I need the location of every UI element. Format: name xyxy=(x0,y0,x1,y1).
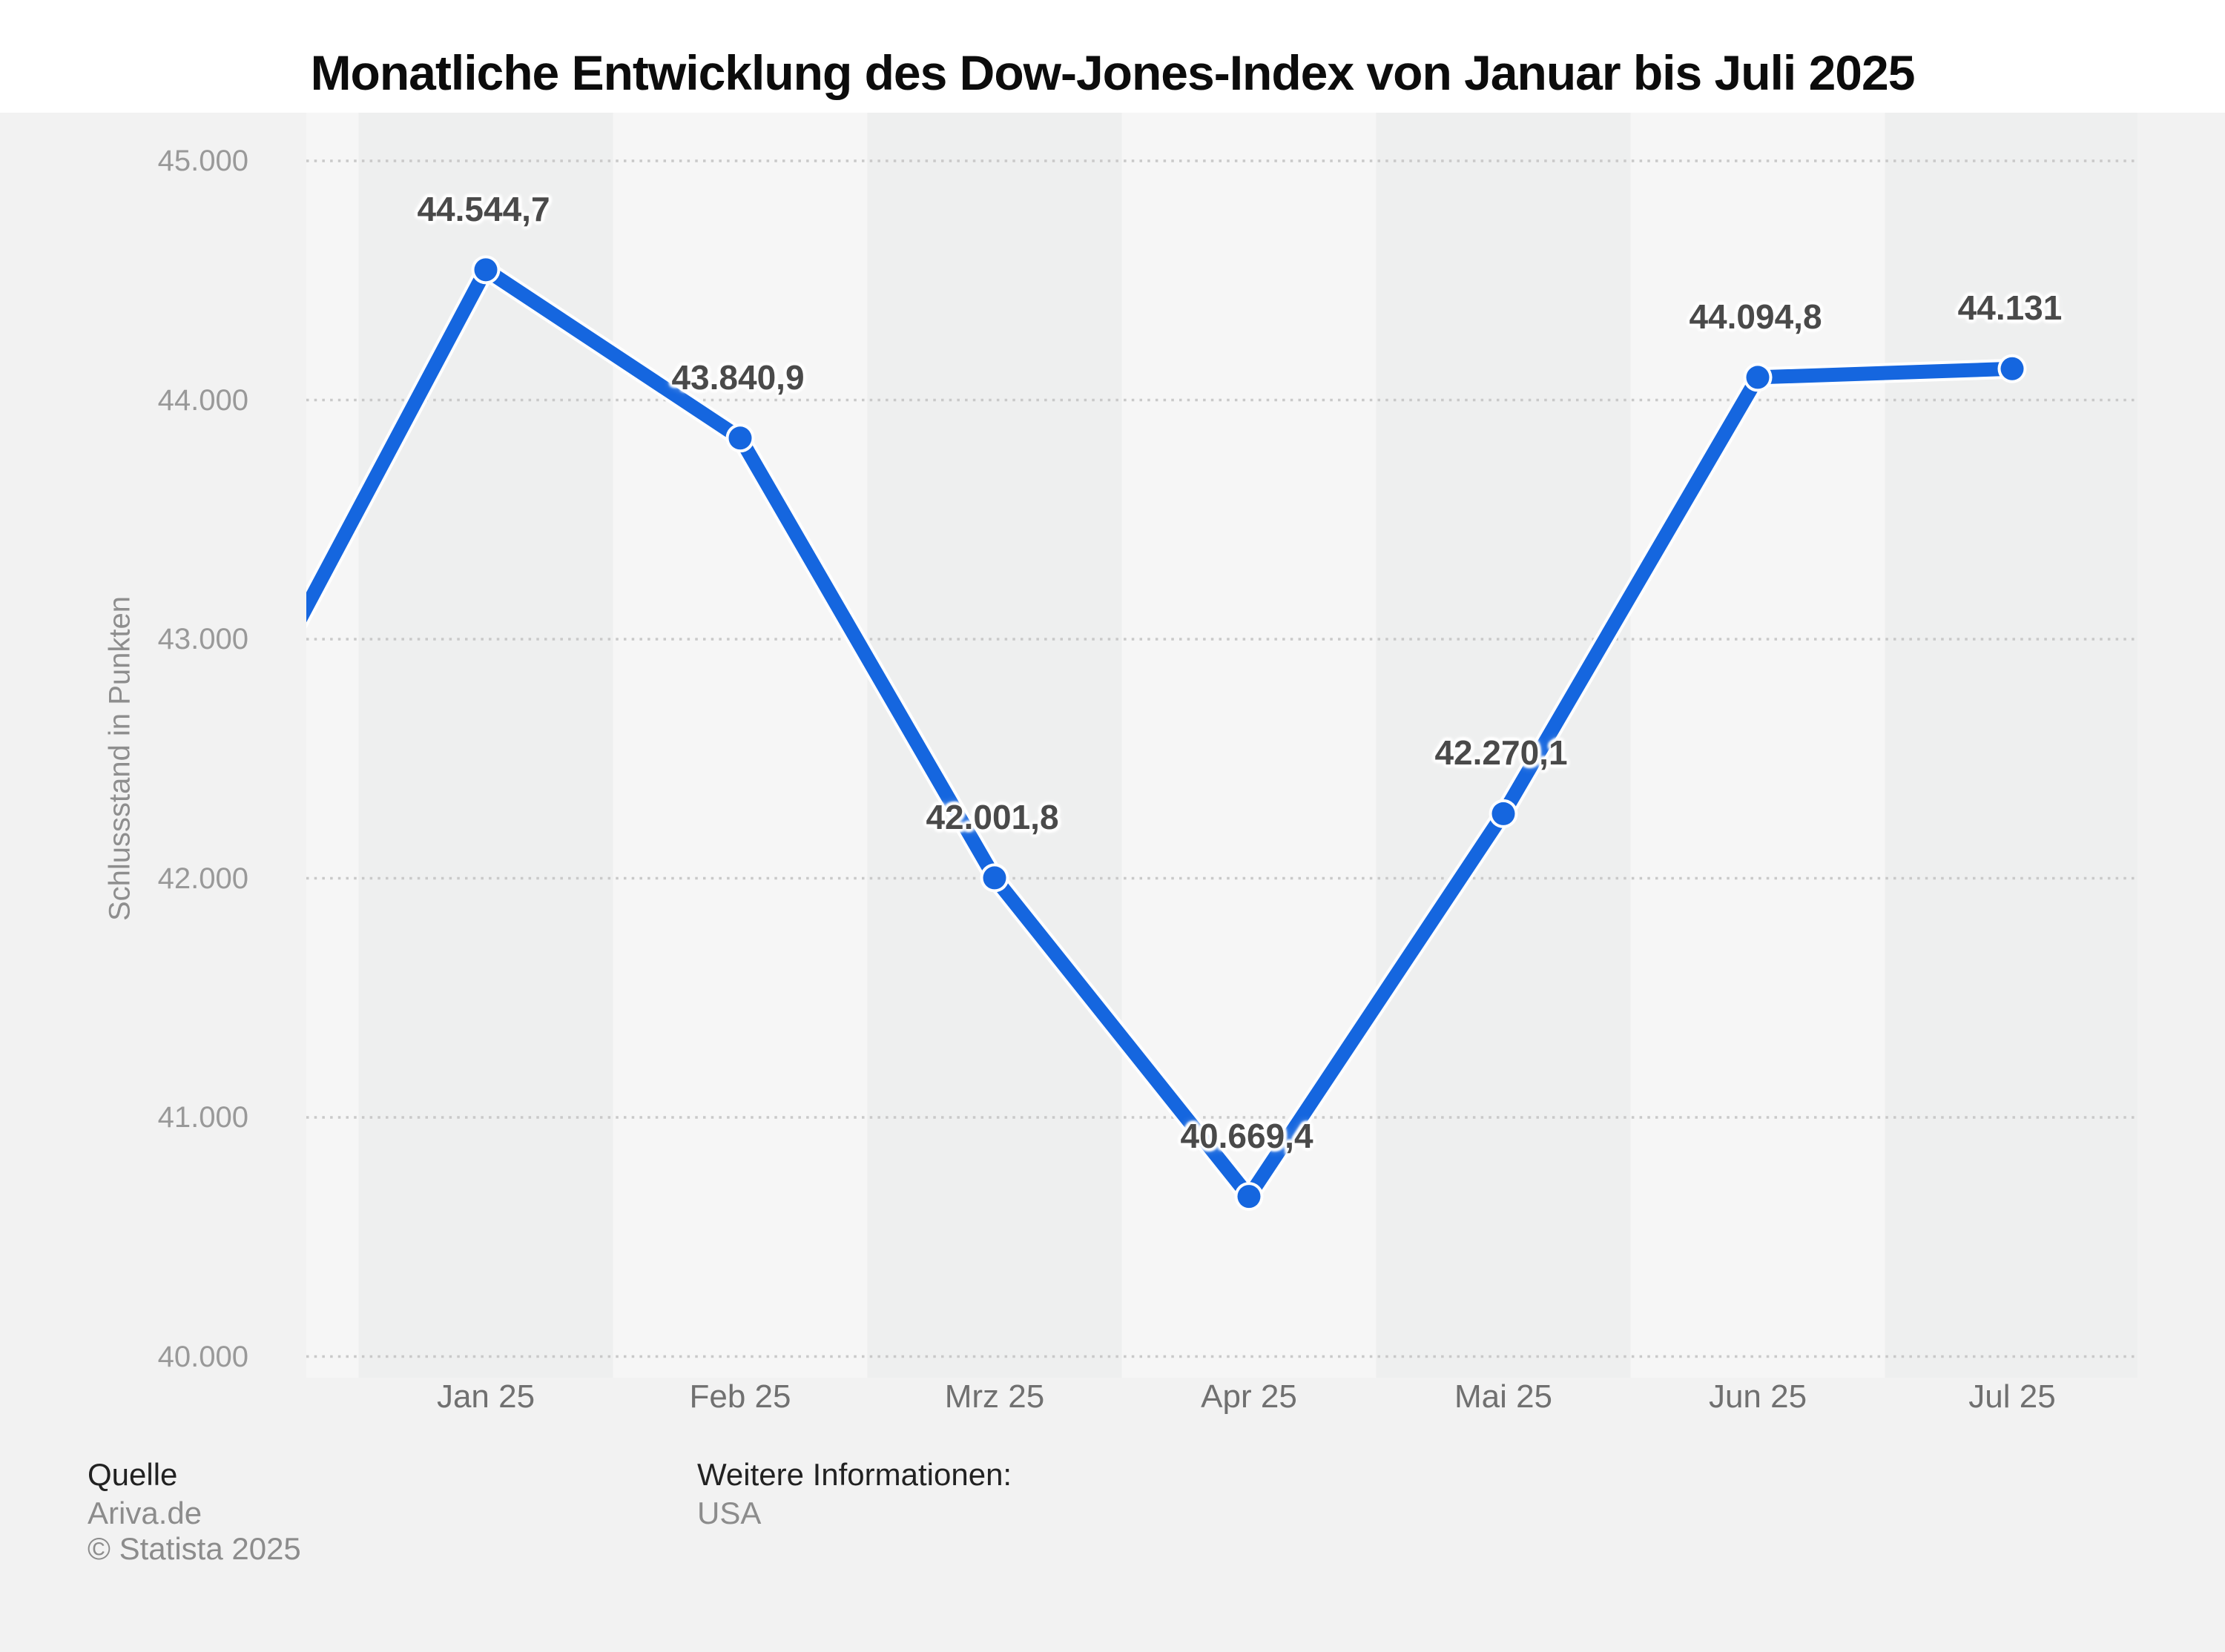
marker-mai-25[interactable] xyxy=(1491,802,1515,825)
x-tick-label-mai-25: Mai 25 xyxy=(1454,1378,1553,1415)
background-band xyxy=(867,113,1122,1378)
background-band xyxy=(1885,113,2137,1378)
y-tick-label-41000: 41.000 xyxy=(157,1101,248,1134)
marker-apr-25[interactable] xyxy=(1237,1185,1261,1209)
marker-mrz-25[interactable] xyxy=(983,866,1006,890)
x-tick-label-jun-25: Jun 25 xyxy=(1708,1378,1807,1415)
x-tick-label-apr-25: Apr 25 xyxy=(1201,1378,1297,1415)
source-value[interactable]: Ariva.de xyxy=(88,1496,202,1530)
y-tick-label-40000: 40.000 xyxy=(157,1340,248,1373)
data-label-mrz-25: 42.001,8 xyxy=(926,797,1059,836)
more-info-value: USA xyxy=(697,1496,762,1530)
background-band xyxy=(306,113,359,1378)
y-tick-label-43000: 43.000 xyxy=(157,623,248,655)
y-axis-title: Schlussstand in Punkten xyxy=(103,595,136,922)
chart-title: Monatliche Entwicklung des Dow-Jones-Ind… xyxy=(310,45,1916,100)
data-label-apr-25: 40.669,4 xyxy=(1180,1116,1313,1155)
copyright-notice: © Statista 2025 xyxy=(88,1531,301,1566)
more-info-label: Weitere Informationen: xyxy=(697,1457,1012,1492)
background-band xyxy=(358,113,613,1378)
data-label-jul-25: 44.131 xyxy=(1957,288,2063,328)
marker-jun-25[interactable] xyxy=(1746,366,1770,389)
data-label-mai-25: 42.270,1 xyxy=(1434,733,1568,773)
background-band xyxy=(1121,113,1377,1378)
y-tick-label-45000: 45.000 xyxy=(157,145,248,177)
x-tick-label-feb-25: Feb 25 xyxy=(689,1378,791,1415)
series-line-dow-jones xyxy=(306,262,2013,1204)
marker-jul-25[interactable] xyxy=(2000,357,2024,380)
background-band xyxy=(1376,113,1631,1378)
data-label-feb-25: 43.840,9 xyxy=(671,357,805,397)
data-label-jan-25: 44.544,7 xyxy=(417,189,550,228)
source-label: Quelle xyxy=(88,1457,178,1492)
y-tick-label-42000: 42.000 xyxy=(157,862,248,895)
background-band xyxy=(613,113,868,1378)
chart-header: Monatliche Entwicklung des Dow-Jones-Ind… xyxy=(0,0,2225,113)
marker-jan-25[interactable] xyxy=(474,258,498,282)
marker-feb-25[interactable] xyxy=(728,426,752,450)
x-tick-label-jan-25: Jan 25 xyxy=(436,1378,535,1415)
data-label-jun-25: 44.094,8 xyxy=(1689,297,1822,336)
background-band xyxy=(1630,113,1885,1378)
y-tick-label-44000: 44.000 xyxy=(157,383,248,417)
x-tick-label-mrz-25: Mrz 25 xyxy=(944,1378,1045,1415)
x-tick-label-jul-25: Jul 25 xyxy=(1968,1378,2056,1415)
